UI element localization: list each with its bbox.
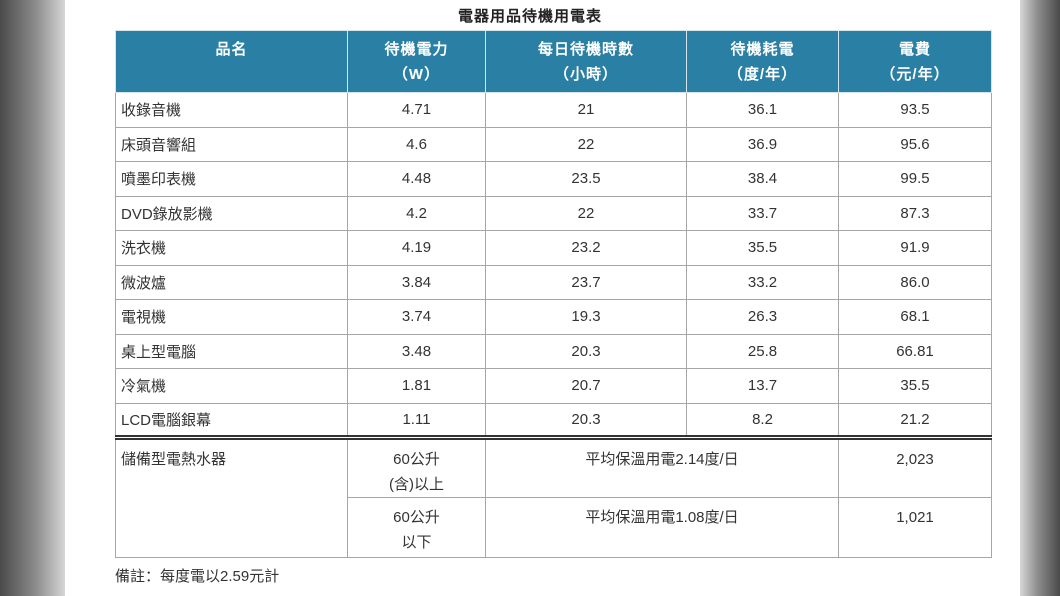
- item-name: 床頭音響組: [115, 126, 348, 162]
- item-name: 儲備型電熱水器: [115, 435, 348, 558]
- capacity-amount: 60公升: [393, 509, 440, 526]
- heater-capacity: 60公升 以下: [347, 497, 486, 558]
- table-footnote: 備註：每度電以2.59元計: [115, 568, 280, 585]
- standby-power-value: 3.84: [347, 264, 486, 300]
- header-unit: （度/年）: [727, 66, 798, 83]
- annual-consumption-value: 36.1: [686, 92, 839, 128]
- standby-power-value: 4.2: [347, 195, 486, 231]
- daily-hours-value: 23.2: [485, 230, 687, 266]
- header-label: 待機耗電: [730, 41, 795, 58]
- daily-hours-value: 20.7: [485, 368, 687, 404]
- annual-consumption-value: 8.2: [686, 402, 839, 438]
- header-annual-cost: 電費 （元/年）: [838, 30, 992, 93]
- table-row: 微波爐 3.84 23.7 33.2 86.0: [115, 264, 992, 300]
- header-label: 品名: [215, 41, 248, 58]
- annual-cost-value: 86.0: [838, 264, 992, 300]
- header-item-name: 品名: [115, 30, 348, 93]
- capacity-qualifier: (含)以上: [389, 476, 444, 493]
- daily-hours-value: 20.3: [485, 402, 687, 438]
- annual-cost-value: 66.81: [838, 333, 992, 369]
- item-name: 電視機: [115, 299, 348, 335]
- annual-cost-value: 2,023: [838, 435, 992, 498]
- header-row: 品名 待機電力 （W） 每日待機時數 （小時） 待機耗電 （度/年） 電費 （元…: [115, 30, 992, 93]
- standby-power-table: 品名 待機電力 （W） 每日待機時數 （小時） 待機耗電 （度/年） 電費 （元…: [115, 30, 992, 558]
- standby-power-value: 1.11: [347, 402, 486, 438]
- annual-cost-value: 1,021: [838, 497, 992, 558]
- table-row: 桌上型電腦 3.48 20.3 25.8 66.81: [115, 333, 992, 369]
- header-label: 每日待機時數: [537, 41, 634, 58]
- table-title: 電器用品待機用電表: [457, 8, 602, 25]
- header-label: 待機電力: [384, 41, 449, 58]
- item-name: 微波爐: [115, 264, 348, 300]
- header-annual-consumption: 待機耗電 （度/年）: [686, 30, 839, 93]
- annual-cost-value: 35.5: [838, 368, 992, 404]
- heater-keep-warm-usage: 平均保溫用電2.14度/日: [485, 435, 839, 498]
- table-row: 床頭音響組 4.6 22 36.9 95.6: [115, 126, 992, 162]
- annual-consumption-value: 33.7: [686, 195, 839, 231]
- table-row: DVD錄放影機 4.2 22 33.7 87.3: [115, 195, 992, 231]
- item-name: 桌上型電腦: [115, 333, 348, 369]
- table-row: LCD電腦銀幕 1.11 20.3 8.2 21.2: [115, 402, 992, 438]
- header-unit: （元/年）: [880, 66, 950, 83]
- item-name: 收錄音機: [115, 92, 348, 128]
- annual-consumption-value: 38.4: [686, 161, 839, 197]
- standby-power-value: 4.19: [347, 230, 486, 266]
- annual-consumption-value: 13.7: [686, 368, 839, 404]
- heater-capacity: 60公升 (含)以上: [347, 435, 486, 498]
- item-name: DVD錄放影機: [115, 195, 348, 231]
- heater-keep-warm-usage: 平均保溫用電1.08度/日: [485, 497, 839, 558]
- standby-power-value: 1.81: [347, 368, 486, 404]
- water-heater-row-large: 儲備型電熱水器 60公升 (含)以上 平均保溫用電2.14度/日 2,023: [115, 435, 992, 558]
- daily-hours-value: 20.3: [485, 333, 687, 369]
- annual-cost-value: 87.3: [838, 195, 992, 231]
- capacity-amount: 60公升: [393, 451, 440, 468]
- daily-hours-value: 22: [485, 195, 687, 231]
- left-page-shadow: [0, 0, 65, 596]
- standby-power-value: 3.74: [347, 299, 486, 335]
- table-row: 收錄音機 4.71 21 36.1 93.5: [115, 92, 992, 128]
- annual-consumption-value: 26.3: [686, 299, 839, 335]
- daily-hours-value: 23.5: [485, 161, 687, 197]
- table-row: 電視機 3.74 19.3 26.3 68.1: [115, 299, 992, 335]
- standby-power-value: 4.71: [347, 92, 486, 128]
- header-label: 電費: [898, 41, 931, 58]
- item-name: 洗衣機: [115, 230, 348, 266]
- annual-cost-value: 68.1: [838, 299, 992, 335]
- water-heater-row-small: 60公升 以下 平均保溫用電1.08度/日 1,021: [116, 497, 992, 558]
- right-page-shadow: [1020, 0, 1060, 596]
- header-daily-hours: 每日待機時數 （小時）: [485, 30, 687, 93]
- daily-hours-value: 21: [485, 92, 687, 128]
- item-name: 冷氣機: [115, 368, 348, 404]
- standby-power-value: 4.48: [347, 161, 486, 197]
- capacity-qualifier: 以下: [401, 534, 432, 551]
- standby-power-value: 3.48: [347, 333, 486, 369]
- item-name: LCD電腦銀幕: [115, 402, 348, 438]
- header-unit: （W）: [392, 66, 441, 83]
- annual-consumption-value: 33.2: [686, 264, 839, 300]
- table-row: 冷氣機 1.81 20.7 13.7 35.5: [115, 368, 992, 404]
- table-row: 洗衣機 4.19 23.2 35.5 91.9: [115, 230, 992, 266]
- annual-consumption-value: 25.8: [686, 333, 839, 369]
- annual-cost-value: 93.5: [838, 92, 992, 128]
- table-row: 噴墨印表機 4.48 23.5 38.4 99.5: [115, 161, 992, 197]
- table-body: 收錄音機 4.71 21 36.1 93.5 床頭音響組 4.6 22 36.9…: [115, 92, 992, 558]
- annual-cost-value: 91.9: [838, 230, 992, 266]
- annual-consumption-value: 35.5: [686, 230, 839, 266]
- daily-hours-value: 19.3: [485, 299, 687, 335]
- annual-cost-value: 21.2: [838, 402, 992, 438]
- daily-hours-value: 22: [485, 126, 687, 162]
- annual-consumption-value: 36.9: [686, 126, 839, 162]
- header-standby-power: 待機電力 （W）: [347, 30, 486, 93]
- item-name: 噴墨印表機: [115, 161, 348, 197]
- table-header: 品名 待機電力 （W） 每日待機時數 （小時） 待機耗電 （度/年） 電費 （元…: [115, 30, 992, 93]
- standby-power-value: 4.6: [347, 126, 486, 162]
- annual-cost-value: 99.5: [838, 161, 992, 197]
- header-unit: （小時）: [553, 66, 618, 83]
- daily-hours-value: 23.7: [485, 264, 687, 300]
- annual-cost-value: 95.6: [838, 126, 992, 162]
